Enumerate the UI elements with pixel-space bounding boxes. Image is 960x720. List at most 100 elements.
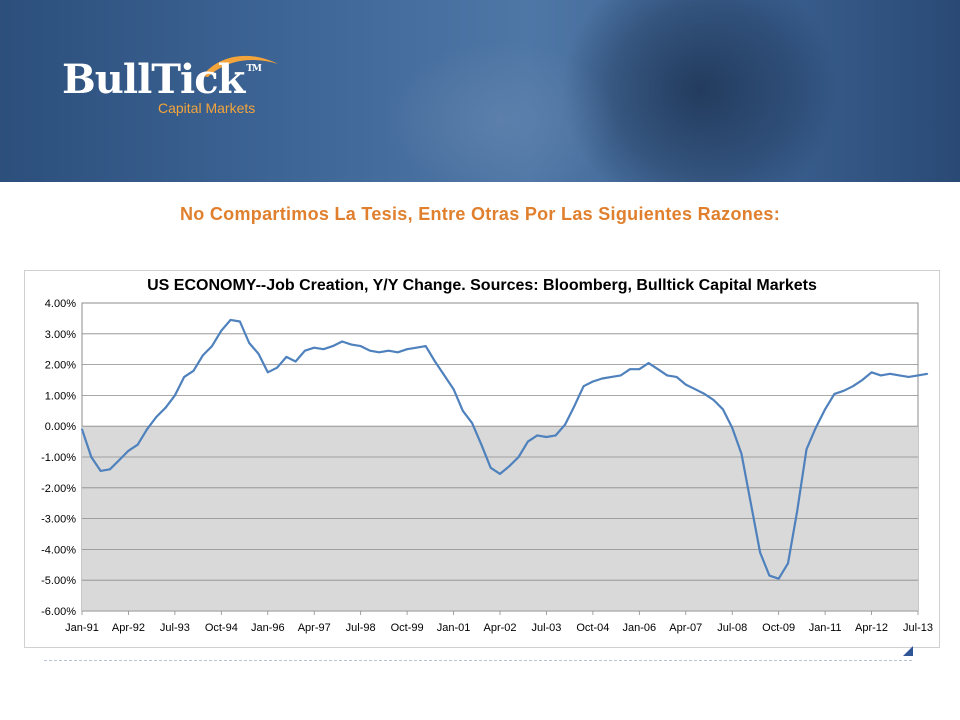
data-point [359, 345, 362, 348]
y-tick-label: -6.00% [41, 606, 76, 618]
data-point [443, 374, 446, 377]
data-point [666, 374, 669, 377]
data-point [387, 349, 390, 352]
data-point [740, 453, 743, 455]
data-point [842, 389, 845, 392]
x-tick-label: Jul-03 [531, 622, 561, 634]
data-point [889, 372, 892, 375]
data-point [759, 551, 761, 554]
data-point [257, 352, 260, 355]
data-point [564, 423, 566, 426]
data-point [155, 416, 158, 418]
data-point [220, 329, 223, 332]
y-tick-label: 0.00% [45, 421, 76, 433]
y-tick-label: -3.00% [41, 514, 76, 526]
data-point [108, 468, 111, 471]
data-point [694, 388, 696, 391]
data-point [294, 360, 297, 363]
data-point [127, 449, 130, 452]
x-tick-label: Jan-96 [251, 622, 285, 634]
data-point [118, 459, 121, 461]
data-point [703, 392, 706, 395]
corner-triangle-icon [903, 646, 913, 656]
data-point [499, 473, 501, 475]
x-tick-label: Jan-01 [437, 622, 471, 634]
data-point [879, 374, 882, 377]
data-point [322, 348, 325, 351]
data-point [350, 343, 353, 346]
banner-photo-figure [560, 0, 840, 182]
data-point [201, 354, 204, 357]
chart-title: US ECONOMY--Job Creation, Y/Y Change. So… [147, 277, 817, 294]
x-tick-label: Apr-02 [483, 622, 516, 634]
x-tick-label: Jul-13 [903, 622, 933, 634]
data-point [229, 319, 232, 321]
data-point [471, 422, 474, 425]
data-point [508, 465, 511, 468]
data-point [536, 434, 539, 437]
data-point [164, 406, 167, 409]
data-point [136, 443, 139, 446]
y-tick-label: -5.00% [41, 575, 76, 587]
data-point [787, 562, 789, 565]
data-point [629, 368, 631, 371]
x-tick-label: Apr-12 [855, 622, 888, 634]
y-tick-label: 1.00% [45, 390, 76, 402]
header-banner: BullTick TM Capital Markets [0, 0, 960, 182]
data-point [406, 348, 409, 351]
data-point [907, 376, 910, 378]
data-point [461, 409, 464, 412]
data-point [796, 510, 799, 512]
data-point [192, 369, 195, 372]
bulltick-logo: BullTick TM Capital Markets [62, 50, 302, 120]
x-tick-label: Jul-08 [717, 622, 747, 634]
data-point [777, 577, 780, 580]
x-tick-label: Apr-92 [112, 622, 145, 634]
data-point [415, 346, 418, 349]
data-point [852, 385, 854, 388]
y-tick-label: 4.00% [45, 298, 76, 310]
data-point [619, 374, 622, 377]
data-point [248, 342, 251, 344]
footer-divider [44, 660, 912, 661]
job-creation-chart: 4.00% 3.00% 2.00% 1.00% 0.00% -1.00% -2.00% -3.… [41, 298, 933, 634]
logo-swoosh-icon [202, 55, 278, 77]
data-point [731, 426, 734, 429]
data-point [554, 434, 557, 437]
data-point [266, 371, 269, 374]
data-point [722, 408, 724, 411]
logo-wordmark: BullTick TM [62, 56, 262, 103]
data-point [657, 368, 659, 371]
data-point [304, 349, 306, 352]
slide-title: No Compartimos La Tesis, Entre Otras Por… [179, 204, 780, 224]
y-tick-label: 3.00% [45, 329, 76, 341]
data-point [805, 448, 808, 451]
data-point [582, 385, 585, 388]
data-point [814, 426, 817, 429]
data-point [434, 360, 436, 363]
data-point [861, 379, 864, 381]
data-point [99, 469, 102, 472]
data-point [749, 502, 752, 505]
y-tick-label: 2.00% [45, 360, 76, 372]
data-point [926, 372, 929, 375]
data-point [898, 374, 901, 377]
data-point [331, 345, 334, 348]
data-point [768, 574, 771, 577]
data-point [90, 456, 93, 458]
x-tick-label: Oct-04 [576, 622, 609, 634]
data-point [276, 366, 278, 369]
banner-photo-highlight [380, 40, 620, 182]
data-point [638, 368, 641, 371]
data-point [378, 351, 381, 354]
data-point [183, 376, 186, 378]
chart-container: 4.00% 3.00% 2.00% 1.00% 0.00% -1.00% -2.00% -3.… [24, 270, 940, 648]
x-tick-label: Jan-11 [809, 622, 842, 634]
data-point [369, 349, 371, 352]
data-point [824, 408, 827, 411]
y-tick-label: -1.00% [41, 452, 76, 464]
data-point [712, 399, 715, 401]
data-point [591, 380, 594, 383]
x-tick-label: Jul-98 [346, 622, 376, 634]
data-point [684, 383, 687, 386]
